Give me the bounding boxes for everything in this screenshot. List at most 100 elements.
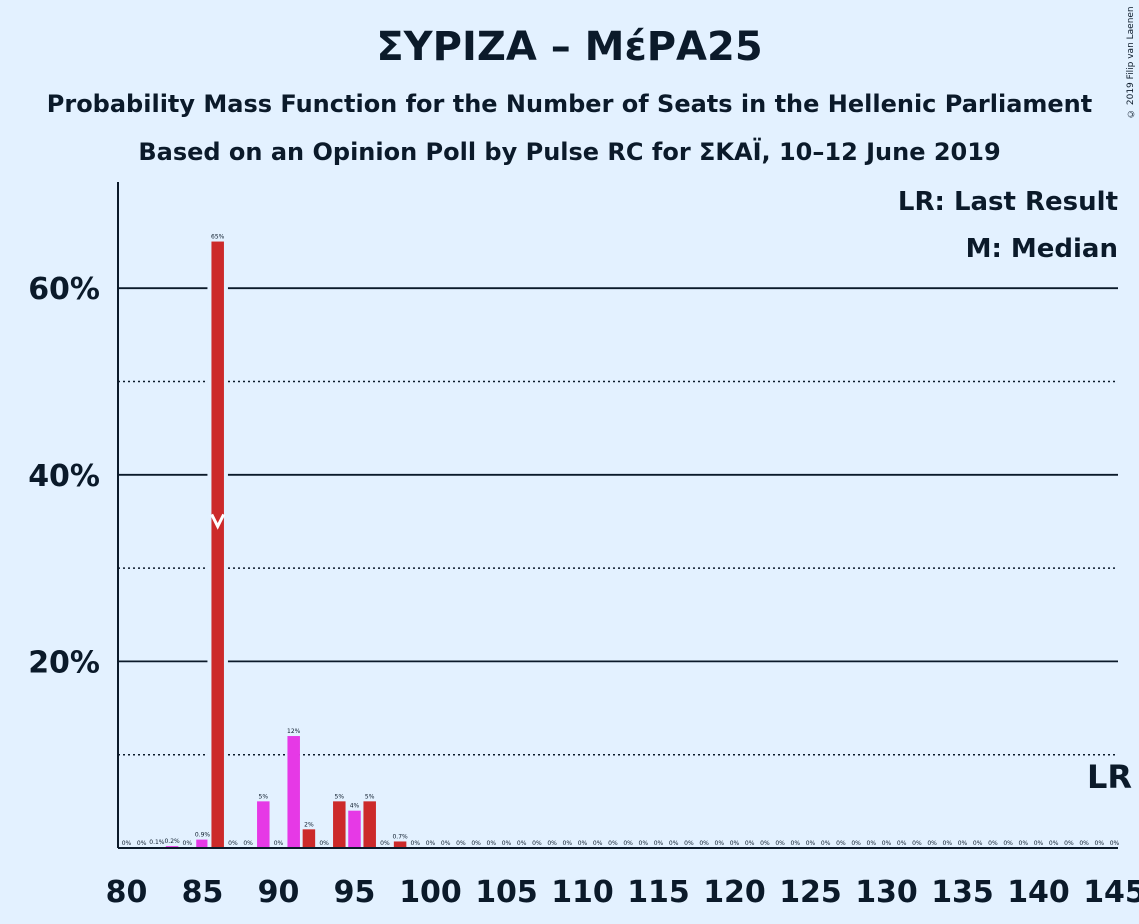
bar-label-122: 0% bbox=[760, 840, 770, 847]
axes-group: 20% 40% 60% 80 85 90 95 100 105 110 115 120 125 130 13… bbox=[28, 182, 1139, 910]
bar-label-117: 0% bbox=[684, 840, 694, 847]
bar-label-114: 0% bbox=[639, 840, 649, 847]
bar-label-136: 0% bbox=[973, 840, 983, 847]
bar-seat-94 bbox=[333, 801, 346, 848]
bar-label-90: 0% bbox=[274, 840, 284, 847]
bar-seat-85 bbox=[196, 839, 209, 848]
median-marker bbox=[210, 513, 226, 530]
legend-last-result: LR: Last Result bbox=[898, 187, 1118, 217]
bar-labels-group: 0% 0% 0.1% 0.2% 0% 0.9% 65% 0% 0% 5% 0% 12% 2% 0% 5% 4%… bbox=[122, 234, 1120, 847]
bar-label-91: 12% bbox=[287, 728, 301, 735]
bar-label-94: 5% bbox=[335, 793, 345, 800]
bar-label-107: 0% bbox=[532, 840, 542, 847]
bar-label-126: 0% bbox=[821, 840, 831, 847]
bar-label-137: 0% bbox=[988, 840, 998, 847]
bar-label-138: 0% bbox=[1003, 840, 1013, 847]
bar-label-132: 0% bbox=[912, 840, 922, 847]
bar-label-131: 0% bbox=[897, 840, 907, 847]
bar-label-143: 0% bbox=[1079, 840, 1089, 847]
bar-label-96: 5% bbox=[365, 793, 375, 800]
bar-label-127: 0% bbox=[836, 840, 846, 847]
bar-label-80: 0% bbox=[122, 840, 132, 847]
bar-label-105: 0% bbox=[502, 840, 512, 847]
bar-label-118: 0% bbox=[699, 840, 709, 847]
bar-label-92: 2% bbox=[304, 821, 314, 828]
bar-label-83: 0.2% bbox=[164, 838, 180, 845]
bar-label-135: 0% bbox=[958, 840, 968, 847]
y-tick-label: 60% bbox=[28, 272, 100, 307]
x-tick-label: 85 bbox=[182, 875, 224, 910]
bar-label-140: 0% bbox=[1034, 840, 1044, 847]
bar-label-141: 0% bbox=[1049, 840, 1059, 847]
bar-seat-96 bbox=[363, 801, 376, 848]
bar-label-123: 0% bbox=[775, 840, 785, 847]
x-tick-label: 140 bbox=[1007, 875, 1070, 910]
bar-label-120: 0% bbox=[730, 840, 740, 847]
bar-label-121: 0% bbox=[745, 840, 755, 847]
x-tick-label: 115 bbox=[627, 875, 690, 910]
bar-label-85: 0.9% bbox=[195, 832, 211, 839]
bar-label-110: 0% bbox=[578, 840, 588, 847]
last-result-marker: LR bbox=[1087, 758, 1132, 796]
bar-seat-91 bbox=[287, 736, 300, 848]
chart-title: ΣΥΡΙΖΑ – ΜέΡΑ25 bbox=[376, 24, 763, 70]
bar-label-101: 0% bbox=[441, 840, 451, 847]
bar-seat-86 bbox=[211, 241, 224, 849]
bar-label-81: 0% bbox=[137, 840, 147, 847]
bar-label-87: 0% bbox=[228, 840, 238, 847]
x-tick-label: 100 bbox=[399, 875, 462, 910]
bar-seat-89 bbox=[257, 801, 270, 848]
bar-label-104: 0% bbox=[487, 840, 497, 847]
chart-subtitle: Probability Mass Function for the Number… bbox=[46, 90, 1093, 118]
x-tick-label: 105 bbox=[475, 875, 538, 910]
bar-label-134: 0% bbox=[943, 840, 953, 847]
bar-label-82: 0.1% bbox=[149, 839, 165, 846]
bar-label-93: 0% bbox=[319, 840, 329, 847]
bar-label-109: 0% bbox=[563, 840, 573, 847]
y-tick-label: 40% bbox=[28, 459, 100, 494]
bar-label-86: 65% bbox=[211, 234, 225, 241]
bar-label-112: 0% bbox=[608, 840, 618, 847]
x-tick-label: 130 bbox=[855, 875, 918, 910]
x-tick-label: 90 bbox=[258, 875, 300, 910]
bar-label-98: 0.7% bbox=[392, 833, 408, 840]
y-tick-label: 20% bbox=[28, 645, 100, 680]
bar-label-95: 4% bbox=[350, 803, 360, 810]
bar-label-97: 0% bbox=[380, 840, 390, 847]
bar-label-106: 0% bbox=[517, 840, 527, 847]
x-tick-label: 145 bbox=[1083, 875, 1139, 910]
bar-label-130: 0% bbox=[882, 840, 892, 847]
bar-label-119: 0% bbox=[715, 840, 725, 847]
bar-label-84: 0% bbox=[183, 840, 193, 847]
bar-label-116: 0% bbox=[669, 840, 679, 847]
chart-subtitle-source: Based on an Opinion Poll by Pulse RC for… bbox=[138, 138, 1001, 166]
x-tick-label: 120 bbox=[703, 875, 766, 910]
legend-median: M: Median bbox=[966, 234, 1118, 264]
bar-label-142: 0% bbox=[1064, 840, 1074, 847]
bar-seat-95 bbox=[348, 810, 361, 848]
bar-label-89: 5% bbox=[259, 793, 269, 800]
bar-label-103: 0% bbox=[471, 840, 481, 847]
bar-label-102: 0% bbox=[456, 840, 466, 847]
bar-label-115: 0% bbox=[654, 840, 664, 847]
bar-label-128: 0% bbox=[851, 840, 861, 847]
bar-seat-92 bbox=[302, 829, 316, 848]
x-tick-label: 125 bbox=[779, 875, 842, 910]
bar-label-100: 0% bbox=[426, 840, 436, 847]
x-tick-label: 80 bbox=[106, 875, 148, 910]
x-tick-label: 110 bbox=[551, 875, 614, 910]
bar-label-125: 0% bbox=[806, 840, 816, 847]
x-tick-label: 95 bbox=[334, 875, 376, 910]
bar-label-111: 0% bbox=[593, 840, 603, 847]
bar-label-145: 0% bbox=[1110, 840, 1120, 847]
bars-group bbox=[150, 241, 407, 849]
bar-label-144: 0% bbox=[1095, 840, 1105, 847]
bar-label-139: 0% bbox=[1019, 840, 1029, 847]
bar-label-108: 0% bbox=[547, 840, 557, 847]
bar-label-88: 0% bbox=[243, 840, 253, 847]
bar-label-113: 0% bbox=[623, 840, 633, 847]
bar-label-99: 0% bbox=[411, 840, 421, 847]
x-tick-label: 135 bbox=[931, 875, 994, 910]
